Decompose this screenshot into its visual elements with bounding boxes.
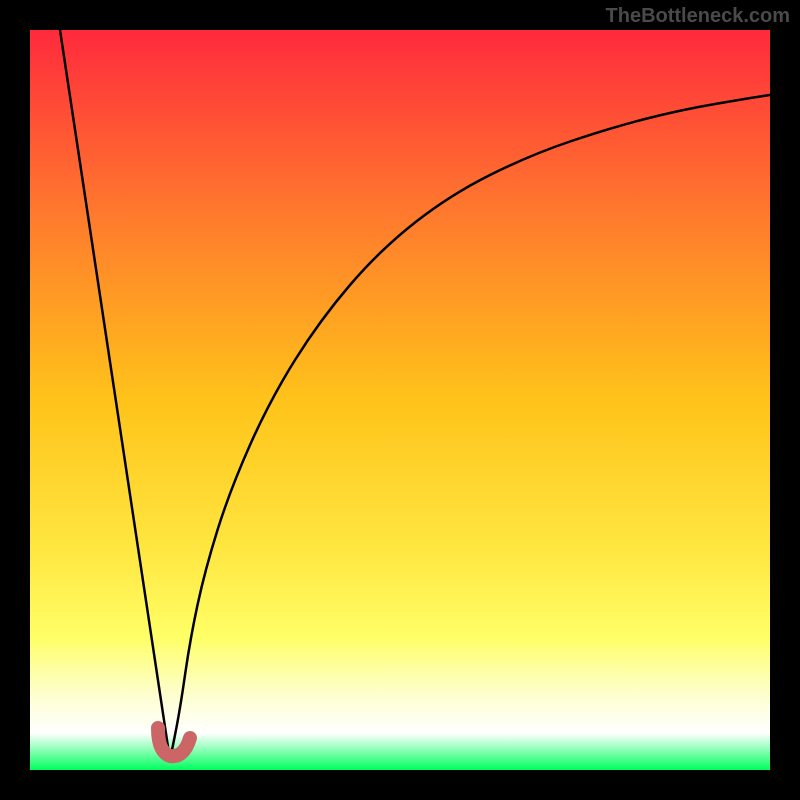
watermark-text: TheBottleneck.com [606, 5, 790, 28]
chart-container: TheBottleneck.com [0, 0, 800, 800]
gradient-background [30, 30, 770, 770]
plot-area [30, 30, 770, 770]
chart-svg [30, 30, 770, 770]
